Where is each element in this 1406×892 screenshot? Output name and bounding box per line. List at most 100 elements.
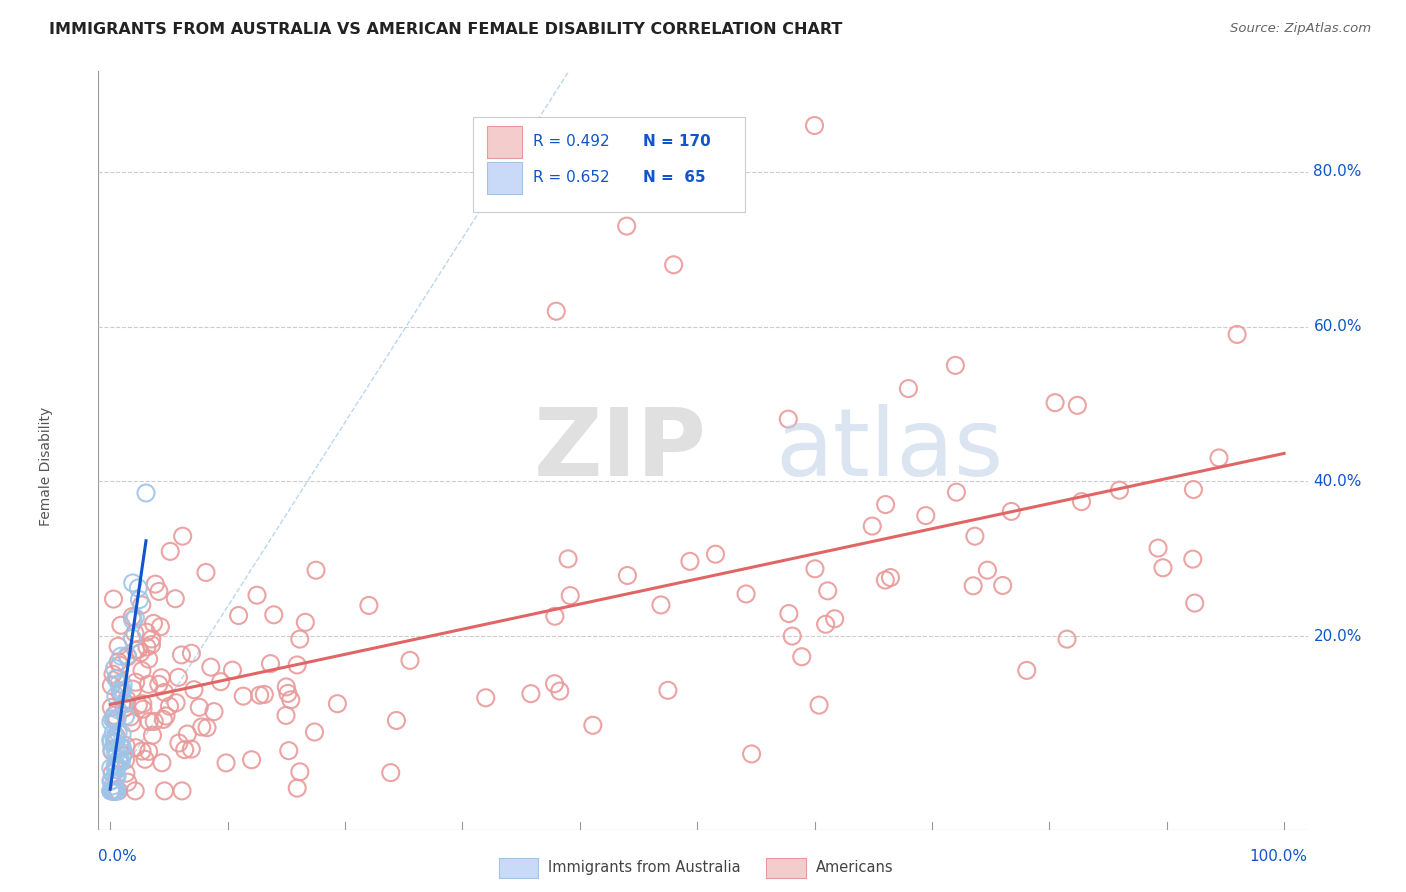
Point [105, 784, 128, 798]
Point [173, 742, 195, 756]
Point [105, 769, 128, 783]
Text: atlas: atlas [776, 404, 1004, 497]
Point [253, 688, 276, 702]
Point [107, 752, 129, 766]
Point [155, 709, 177, 723]
Point [546, 304, 568, 318]
Point [127, 698, 149, 713]
Point [228, 608, 250, 623]
Point [780, 629, 803, 643]
Point [121, 613, 143, 627]
Point [107, 655, 129, 669]
Text: 100.0%: 100.0% [1250, 849, 1308, 863]
Point [124, 675, 146, 690]
Point [285, 657, 308, 672]
Point [100, 736, 122, 750]
Point [1208, 450, 1230, 465]
Point [153, 784, 176, 798]
Point [152, 713, 174, 727]
Point [167, 670, 190, 684]
Point [101, 712, 124, 726]
Point [1152, 560, 1174, 574]
Point [159, 544, 181, 558]
Point [107, 671, 129, 685]
Point [104, 763, 127, 777]
Point [875, 498, 897, 512]
Point [141, 728, 163, 742]
Point [112, 678, 135, 692]
Point [1070, 494, 1092, 508]
Point [105, 762, 128, 776]
Point [150, 756, 173, 770]
Point [232, 689, 254, 703]
Point [817, 583, 839, 598]
Point [285, 781, 308, 796]
Text: Americans: Americans [815, 861, 893, 875]
Point [112, 701, 135, 715]
Point [141, 632, 163, 646]
Point [860, 519, 883, 533]
Point [132, 697, 155, 711]
Text: N = 170: N = 170 [643, 134, 710, 149]
Point [1056, 632, 1078, 647]
Point [357, 599, 380, 613]
Point [280, 693, 302, 707]
Point [138, 744, 160, 758]
Point [115, 697, 138, 711]
Point [149, 620, 172, 634]
Point [520, 687, 543, 701]
Point [976, 563, 998, 577]
Point [101, 766, 124, 780]
Point [104, 784, 127, 798]
Point [897, 382, 920, 396]
Point [110, 649, 132, 664]
Point [778, 412, 800, 426]
Point [117, 775, 139, 789]
Point [1108, 483, 1130, 498]
Point [100, 714, 122, 729]
Point [741, 747, 763, 761]
Point [101, 744, 124, 758]
Text: 0.0%: 0.0% [98, 849, 138, 863]
Point [153, 685, 176, 699]
Point [101, 784, 124, 798]
Point [112, 748, 135, 763]
Point [148, 584, 170, 599]
Point [107, 745, 129, 759]
Point [105, 712, 128, 726]
Point [194, 566, 217, 580]
Text: IMMIGRANTS FROM AUSTRALIA VS AMERICAN FEMALE DISABILITY CORRELATION CHART: IMMIGRANTS FROM AUSTRALIA VS AMERICAN FE… [49, 22, 842, 37]
Point [105, 759, 128, 773]
Point [138, 652, 160, 666]
Point [129, 646, 152, 660]
Point [103, 784, 125, 798]
Point [249, 688, 271, 702]
Point [127, 581, 149, 595]
Point [100, 774, 122, 789]
Point [135, 625, 157, 640]
Point [582, 718, 605, 732]
Point [142, 616, 165, 631]
Point [110, 684, 132, 698]
Point [105, 784, 128, 798]
Point [679, 554, 702, 568]
Point [1066, 398, 1088, 412]
Point [804, 562, 827, 576]
Point [105, 729, 128, 743]
Point [170, 784, 193, 798]
Point [288, 632, 311, 646]
Point [274, 708, 297, 723]
Point [172, 529, 194, 543]
Point [803, 119, 825, 133]
Point [735, 587, 758, 601]
Point [132, 702, 155, 716]
Point [110, 753, 132, 767]
Point [170, 648, 193, 662]
Point [104, 758, 127, 772]
Point [180, 646, 202, 660]
Point [165, 696, 187, 710]
Point [111, 683, 134, 698]
Point [616, 568, 638, 582]
Point [108, 756, 131, 771]
Point [945, 359, 967, 373]
